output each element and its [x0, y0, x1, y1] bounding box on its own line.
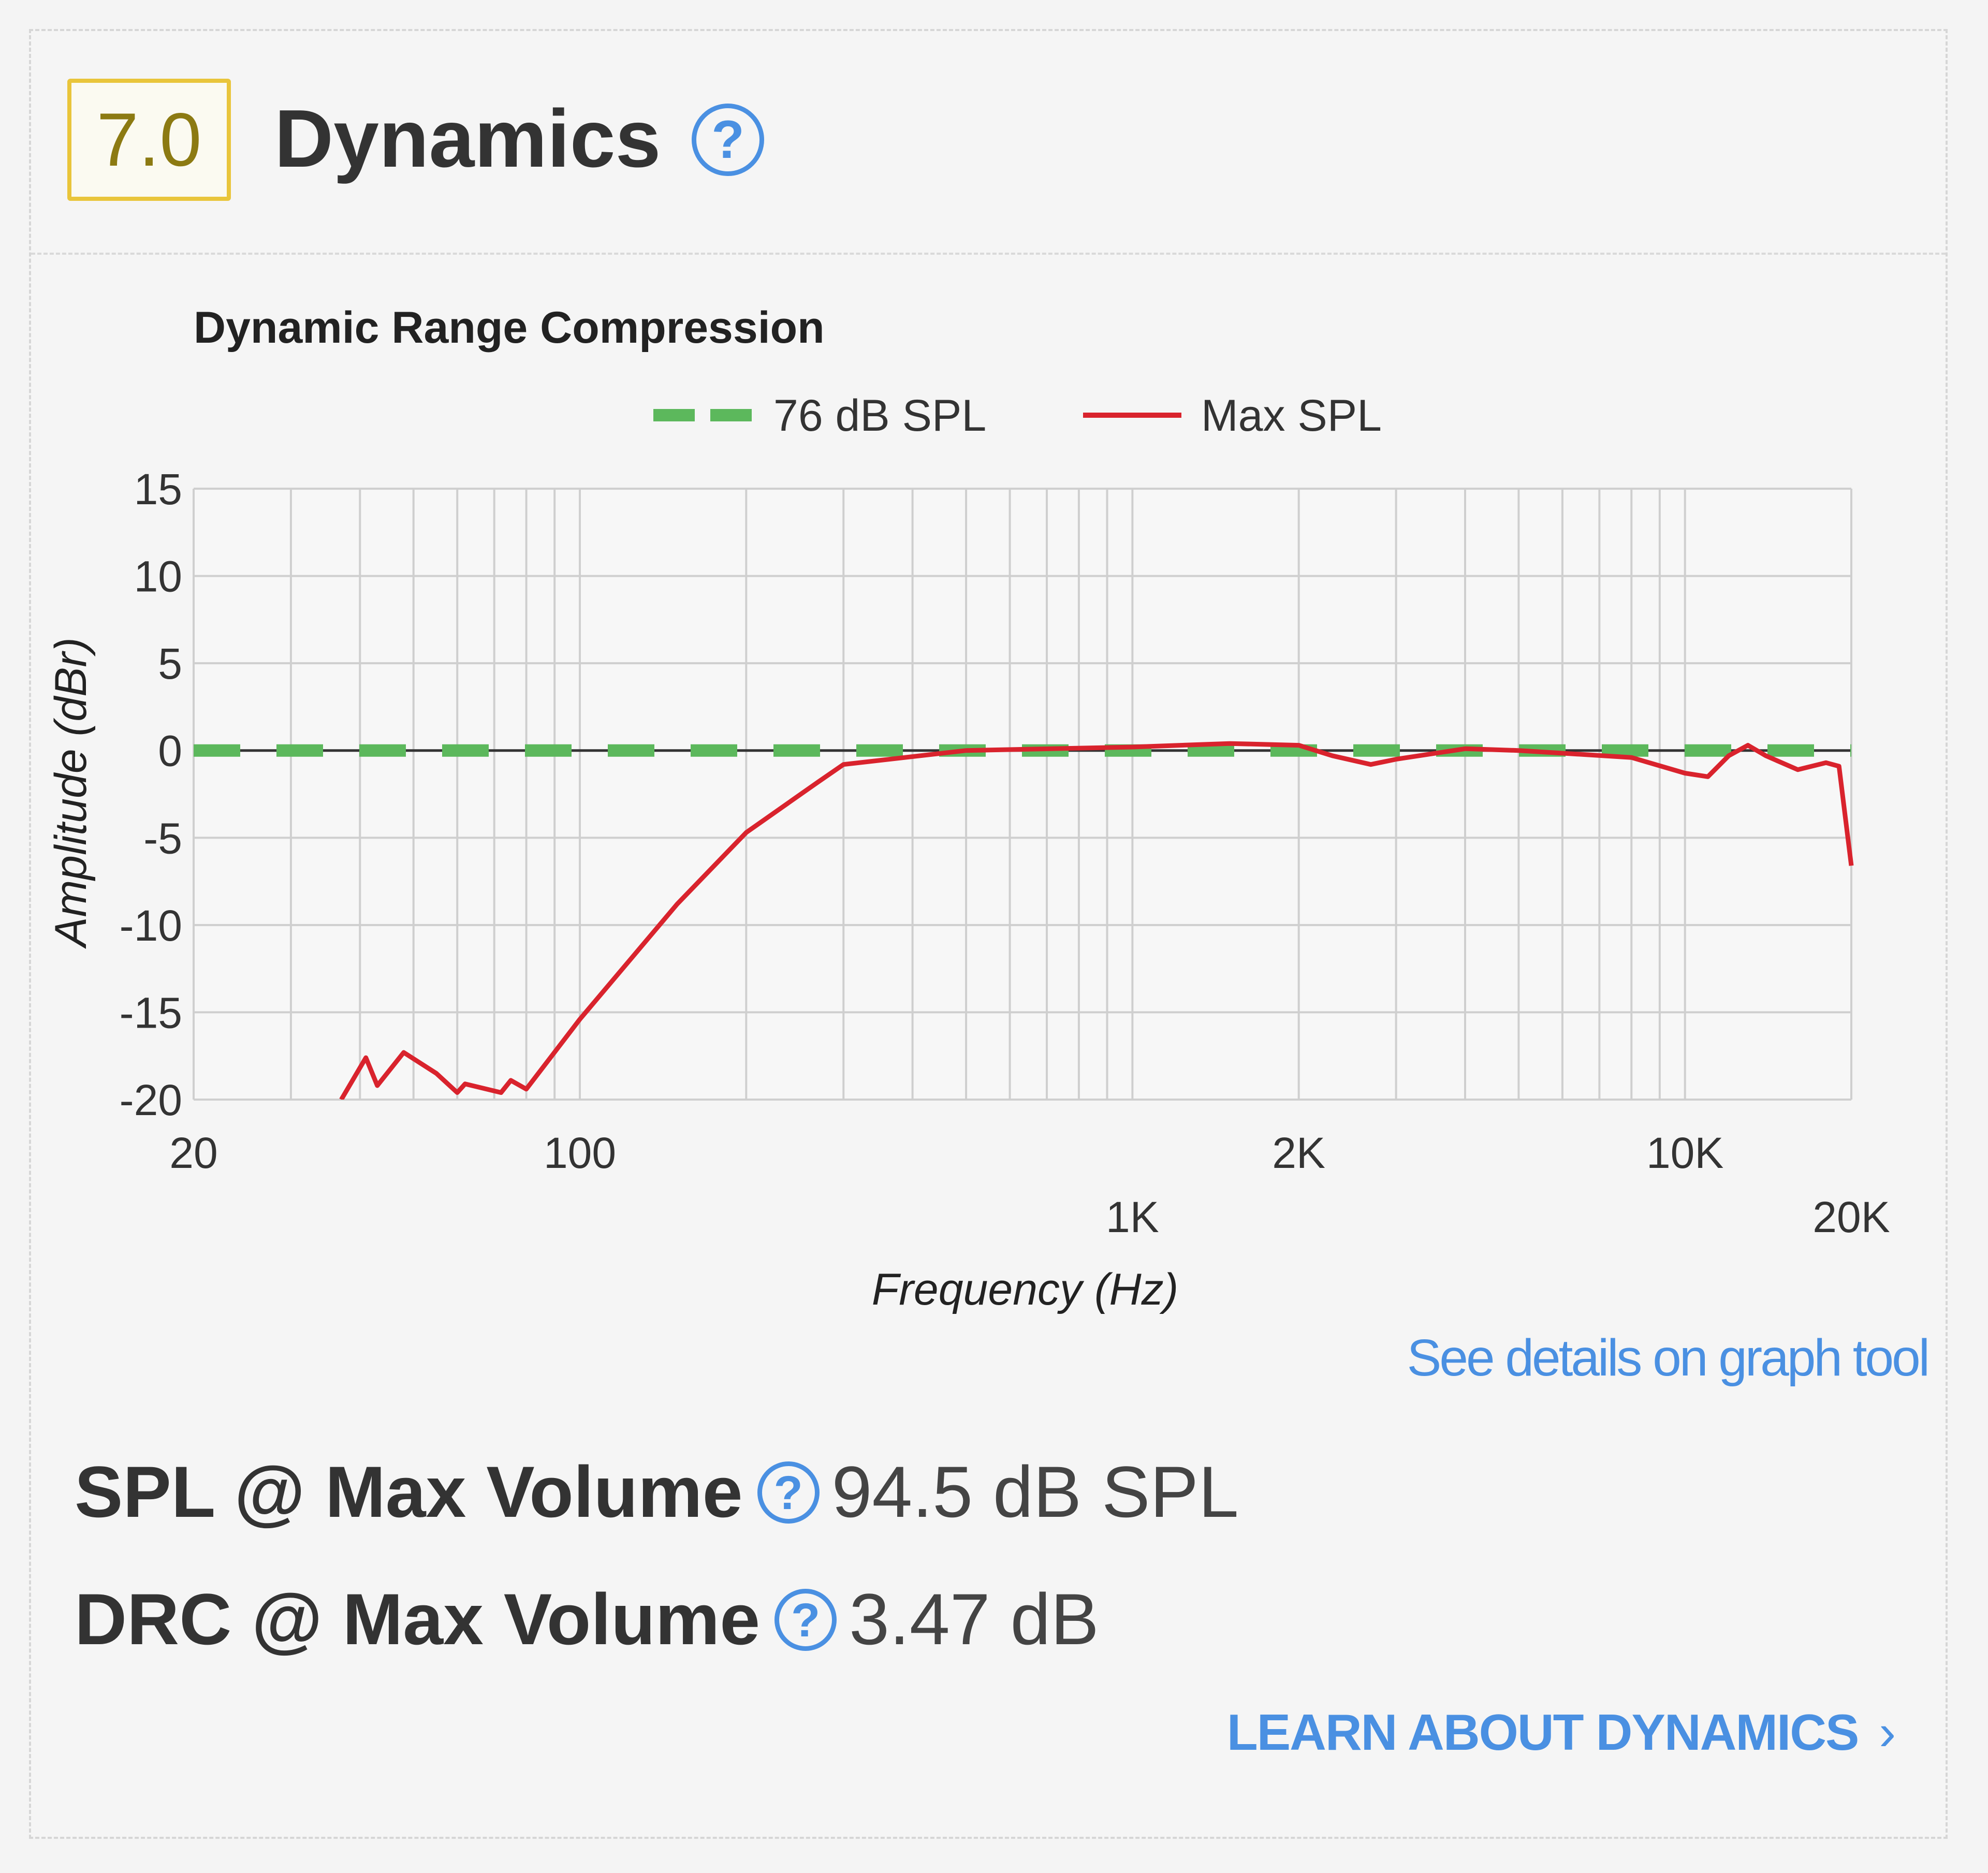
x-axis-label: Frequency (Hz) [872, 1265, 1179, 1314]
section-header: 7.0 Dynamics ? [31, 31, 1946, 255]
x-tick-label: 1K [1106, 1193, 1159, 1241]
series-line-max-spl [339, 741, 1854, 1100]
spl-max-volume-stat: SPL @ Max Volume? 94.5 dB SPL [75, 1451, 1239, 1533]
stat-label: DRC @ Max Volume [75, 1578, 761, 1660]
help-icon[interactable]: ? [757, 1461, 820, 1524]
y-tick-label: -20 [120, 1076, 182, 1124]
y-axis-ticks: 15 10 5 0 -5 -10 -15 -20 [120, 465, 182, 1124]
y-axis-label: Amplitude (dBr) [46, 637, 96, 949]
legend-label-76db: 76 dB SPL [773, 391, 986, 441]
plot-area [194, 489, 1851, 1100]
y-tick-label: 10 [134, 552, 182, 601]
score-badge: 7.0 [67, 79, 231, 201]
x-tick-label: 10K [1646, 1129, 1723, 1177]
graph-tool-link[interactable]: See details on graph tool [1407, 1329, 1930, 1387]
y-tick-label: 0 [158, 727, 182, 775]
y-tick-label: -10 [120, 901, 182, 950]
learn-about-dynamics-link[interactable]: LEARN ABOUT DYNAMICS › [1226, 1703, 1896, 1762]
x-tick-label: 20K [1812, 1193, 1890, 1241]
section-title: Dynamics [274, 93, 661, 184]
x-tick-label: 100 [544, 1129, 616, 1177]
x-tick-label: 2K [1272, 1129, 1325, 1177]
chevron-right-icon: › [1879, 1704, 1896, 1761]
chart-series [194, 741, 1854, 1100]
learn-link-label: LEARN ABOUT DYNAMICS [1226, 1704, 1859, 1761]
x-axis-ticks: 20 100 2K 10K 1K 20K [169, 1129, 1890, 1241]
help-icon[interactable]: ? [774, 1589, 837, 1651]
x-tick-label: 20 [169, 1129, 217, 1177]
legend-label-max-spl: Max SPL [1201, 391, 1382, 441]
y-tick-label: 5 [158, 639, 182, 688]
chart-title: Dynamic Range Compression [194, 303, 825, 353]
chart-legend: 76 dB SPL Max SPL [653, 391, 1382, 441]
drc-max-volume-stat: DRC @ Max Volume? 3.47 dB [75, 1578, 1099, 1661]
y-tick-label: -15 [120, 988, 182, 1037]
y-tick-label: 15 [134, 465, 182, 514]
stat-value: 94.5 dB SPL [831, 1451, 1239, 1532]
stat-label: SPL @ Max Volume [75, 1451, 743, 1532]
stat-value: 3.47 dB [849, 1578, 1099, 1660]
help-icon[interactable]: ? [692, 104, 764, 176]
y-tick-label: -5 [143, 814, 182, 862]
chart-grid [193, 488, 1852, 1101]
